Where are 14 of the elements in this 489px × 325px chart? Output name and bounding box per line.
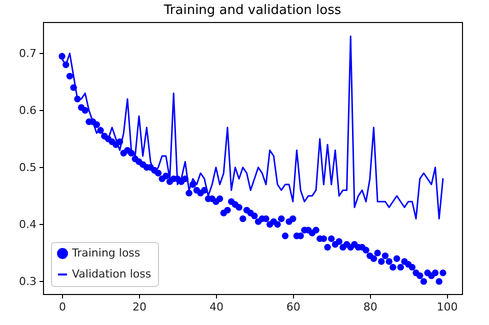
chart-title: Training and validation loss [162,3,342,18]
legend-label: Validation loss [72,268,152,280]
x-tick-label: 20 [132,300,146,314]
y-tick-label: 0.5 [19,160,36,174]
x-tick-label: 0 [59,300,66,314]
y-tick-label: 0.3 [19,274,36,288]
x-tick-label: 100 [436,300,458,314]
y-tick-label: 0.6 [19,104,36,117]
legend-label: Training loss [71,246,140,260]
y-tick-label: 0.4 [19,218,36,231]
x-tick-label: 80 [363,300,378,314]
x-tick-label: 60 [286,300,300,314]
y-tick-label: 0.7 [19,46,36,60]
x-tick-label: 40 [209,300,224,314]
